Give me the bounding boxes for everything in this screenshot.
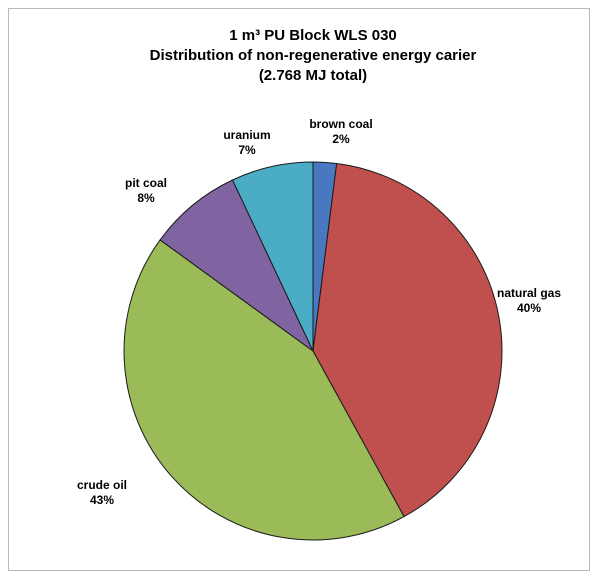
chart-title-line-3: (2.768 MJ total): [259, 67, 367, 84]
chart-title-line-2: Distribution of non-regenerative energy …: [150, 47, 477, 64]
slice-label-crude-oil: crude oil: [77, 478, 127, 492]
pie-slices: [124, 162, 502, 540]
slice-value-uranium: 7%: [238, 143, 256, 157]
slice-value-brown-coal: 2%: [332, 132, 350, 146]
slice-label-uranium: uranium: [223, 128, 270, 142]
slice-value-crude-oil: 43%: [90, 493, 114, 507]
slice-label-pit-coal: pit coal: [125, 176, 167, 190]
chart-title-line-1: 1 m³ PU Block WLS 030: [229, 27, 397, 44]
slice-value-natural-gas: 40%: [517, 301, 541, 315]
slice-label-natural-gas: natural gas: [497, 286, 561, 300]
slice-value-pit-coal: 8%: [137, 191, 155, 205]
slice-label-brown-coal: brown coal: [309, 117, 372, 131]
chart-title: 1 m³ PU Block WLS 030 Distribution of no…: [150, 27, 477, 84]
